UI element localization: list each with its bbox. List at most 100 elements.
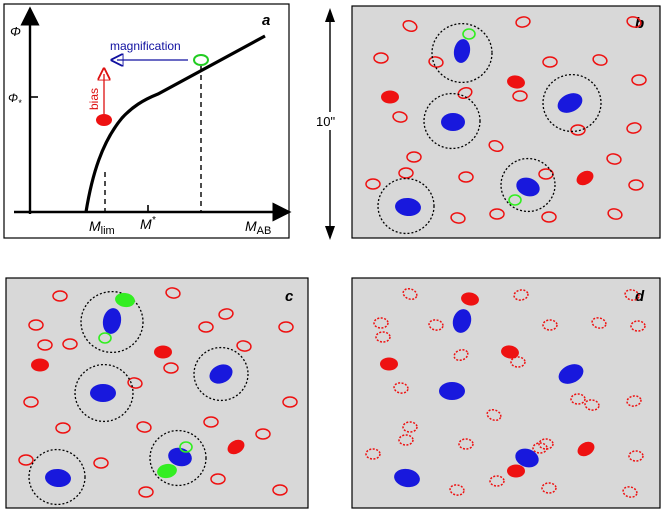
background-galaxy-outline (489, 208, 505, 220)
background-galaxy-outline (541, 211, 557, 223)
lensing-halo-ring (423, 92, 481, 150)
background-galaxy-outline (626, 16, 642, 28)
background-galaxy-outline (486, 408, 502, 422)
background-galaxy-outline (458, 171, 474, 183)
background-galaxy-outline (570, 124, 586, 136)
background-galaxy-outline (450, 212, 466, 224)
background-galaxy-outline (628, 450, 644, 462)
background-galaxy-outline (631, 74, 647, 86)
lensing-halo-ring (28, 448, 86, 506)
x-axis-label-main: M (245, 218, 257, 234)
background-galaxy-outline (236, 340, 252, 352)
panel-c-letter: c (285, 288, 294, 305)
panel-c: c (5, 277, 309, 509)
background-galaxy-outline (453, 348, 469, 362)
background-galaxy-outline (458, 438, 474, 450)
x-tick-mlim-label: Mlim (89, 218, 115, 237)
background-galaxy-green-outline (98, 332, 112, 344)
background-galaxy-outline (393, 382, 409, 394)
panel-a-frame (3, 3, 290, 239)
background-galaxy-outline (278, 321, 294, 333)
background-galaxy-outline (542, 56, 558, 68)
background-galaxy-outline (402, 19, 418, 33)
background-galaxy-outline (23, 396, 39, 408)
background-galaxy-outline (512, 90, 528, 102)
foreground-galaxy-blue (45, 468, 71, 488)
x-tick-mstar-label: M* (140, 215, 157, 232)
foreground-galaxy-blue (394, 468, 420, 488)
background-galaxy-outline (626, 122, 642, 134)
foreground-galaxy-blue (441, 113, 465, 131)
x-tick-mlim-sub: lim (101, 225, 115, 237)
background-galaxy-outline (136, 421, 152, 433)
background-galaxy-outline (624, 289, 640, 301)
background-galaxy-outline (55, 422, 71, 434)
foreground-galaxy-blue (557, 93, 583, 113)
y-axis-label: Φ (10, 24, 21, 39)
background-galaxy-outline (542, 319, 558, 331)
background-galaxy-outline (62, 338, 78, 350)
background-galaxy-outline (584, 399, 600, 411)
background-galaxy-magnified-red (227, 439, 245, 455)
background-galaxy-outline (37, 339, 53, 351)
background-galaxy-outline (18, 454, 34, 466)
background-galaxy-outline (607, 208, 623, 220)
panel-b-letter: b (635, 15, 644, 32)
panel-a: a Φ Φ* magnification bias Mlim M* (3, 3, 292, 239)
panel-a-letter: a (262, 12, 270, 29)
background-galaxy-outline (513, 289, 529, 301)
background-galaxy-green-filled (115, 292, 135, 308)
foreground-galaxy-blue (439, 382, 465, 400)
background-galaxy-outline (402, 287, 418, 301)
background-galaxy-outline (398, 167, 414, 179)
foreground-galaxy-blue (395, 197, 421, 217)
background-galaxy-green-outline (508, 194, 522, 206)
background-galaxy-outline (626, 395, 642, 407)
background-galaxy-outline (282, 396, 298, 408)
background-galaxy-outline (210, 473, 226, 485)
background-galaxy-outline (272, 484, 288, 496)
foreground-galaxy-blue (209, 364, 233, 384)
background-galaxy-outline (365, 178, 381, 190)
background-galaxy-magnified-red (380, 357, 398, 371)
x-tick-mlim-main: M (89, 218, 101, 234)
background-galaxy-magnified-red (507, 464, 525, 478)
background-galaxy-outline (510, 356, 526, 368)
background-galaxy-outline (606, 153, 622, 165)
lensing-halo-ring (80, 290, 144, 354)
x-axis-label: MAB (245, 218, 271, 237)
panel-b: b (351, 5, 661, 239)
background-galaxy-outline (255, 428, 271, 440)
scale-bar-label: 10" (316, 114, 335, 129)
background-galaxy-outline (515, 16, 531, 28)
lensing-halo-ring (500, 157, 556, 213)
y-tick-label-main: Φ (8, 91, 18, 105)
background-galaxy-green-outline (179, 441, 193, 453)
background-galaxy-magnified-red (501, 345, 519, 359)
background-galaxy-outline (52, 290, 68, 302)
background-galaxy-outline (488, 139, 504, 153)
foreground-galaxy-blue (90, 384, 116, 402)
lensing-halo-ring (377, 177, 435, 235)
background-galaxy-magnified-red (507, 75, 525, 89)
background-galaxy-outline (398, 434, 414, 446)
background-galaxy-outline (630, 320, 646, 332)
background-galaxy-outline (392, 111, 408, 123)
background-galaxy-outline (538, 168, 554, 180)
background-galaxy-outline (163, 362, 179, 374)
background-galaxy-outline (373, 52, 389, 64)
lensing-halo-ring (149, 429, 207, 487)
foreground-galaxy-blue (515, 448, 539, 468)
background-galaxy-magnified-red (31, 358, 49, 372)
foreground-galaxy-blue (558, 364, 584, 384)
background-galaxy-outline (622, 486, 638, 498)
x-tick-mstar-main: M (140, 216, 152, 232)
background-galaxy-outline (218, 308, 234, 320)
background-galaxy-outline (541, 482, 557, 494)
background-galaxy-outline (402, 421, 418, 433)
luminosity-function-curve (84, 34, 266, 213)
background-galaxy-magnified-red (461, 292, 479, 306)
panel-d-letter: d (635, 288, 645, 305)
x-tick-mstar-sub: * (152, 215, 157, 226)
